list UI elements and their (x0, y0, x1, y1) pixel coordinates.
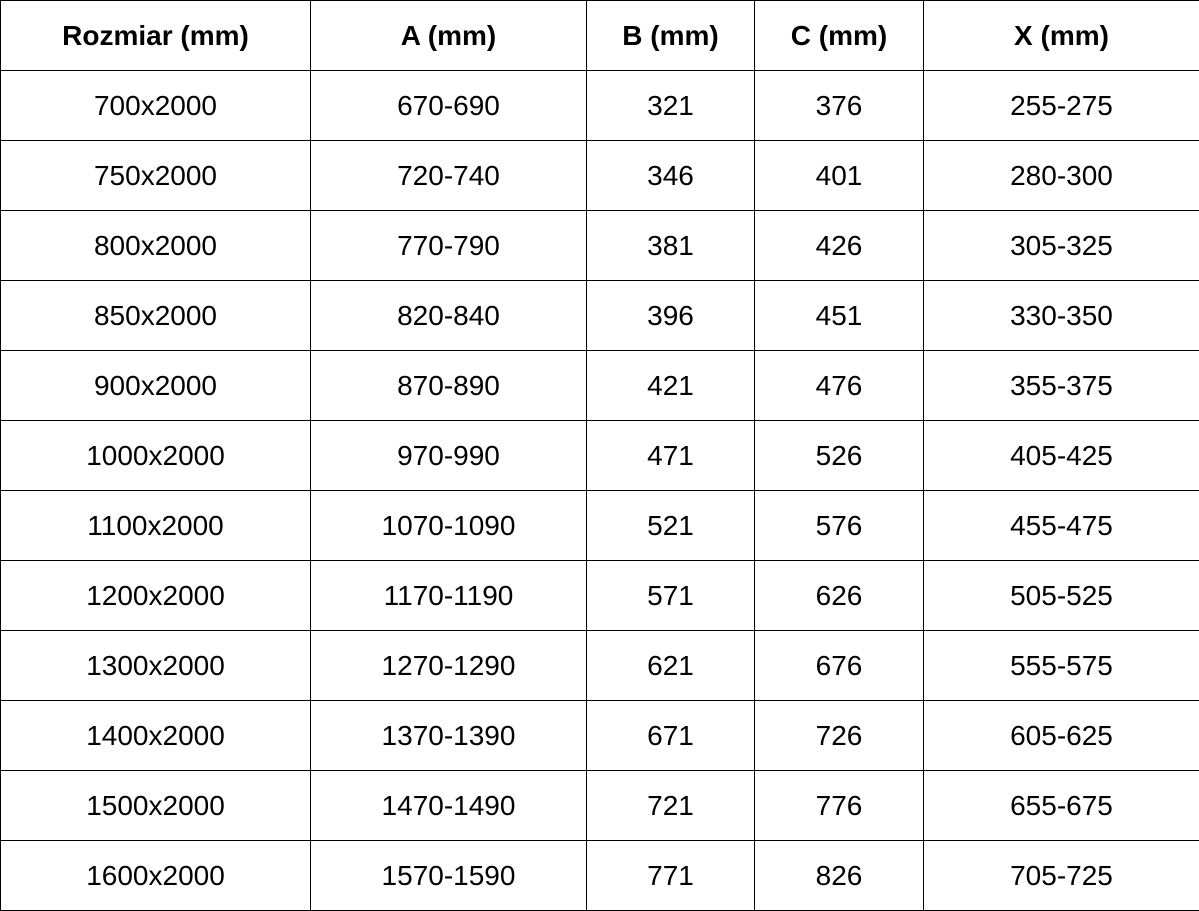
table-cell: 1370-1390 (310, 700, 587, 771)
table-cell: 1000x2000 (0, 420, 311, 491)
table-row: 800x2000 770-790 381 426 305-325 (0, 210, 1199, 281)
table-cell: 401 (754, 140, 924, 211)
table-cell: 621 (586, 630, 755, 701)
table-cell: 1170-1190 (310, 560, 587, 631)
table-cell: 1300x2000 (0, 630, 311, 701)
table-cell: 721 (586, 770, 755, 841)
table-cell: 455-475 (923, 490, 1199, 561)
table-cell: 526 (754, 420, 924, 491)
table-cell: 280-300 (923, 140, 1199, 211)
table-cell: 305-325 (923, 210, 1199, 281)
table-cell: 771 (586, 840, 755, 911)
table-cell: 1400x2000 (0, 700, 311, 771)
table-cell: 505-525 (923, 560, 1199, 631)
header-row: Rozmiar (mm) A (mm) B (mm) C (mm) X (mm) (0, 0, 1199, 71)
table-cell: 726 (754, 700, 924, 771)
table-cell: 426 (754, 210, 924, 281)
table-cell: 1270-1290 (310, 630, 587, 701)
table-cell: 671 (586, 700, 755, 771)
table-cell: 576 (754, 490, 924, 561)
column-header: C (mm) (754, 0, 924, 71)
table-row: 700x2000 670-690 321 376 255-275 (0, 70, 1199, 141)
column-header: X (mm) (923, 0, 1199, 71)
table-cell: 626 (754, 560, 924, 631)
table-cell: 870-890 (310, 350, 587, 421)
table-cell: 850x2000 (0, 280, 311, 351)
table-cell: 355-375 (923, 350, 1199, 421)
table-cell: 1470-1490 (310, 770, 587, 841)
table-row: 750x2000 720-740 346 401 280-300 (0, 140, 1199, 211)
table-cell: 655-675 (923, 770, 1199, 841)
table-row: 1200x2000 1170-1190 571 626 505-525 (0, 560, 1199, 631)
table-cell: 346 (586, 140, 755, 211)
table-row: 1600x2000 1570-1590 771 826 705-725 (0, 840, 1199, 911)
table-cell: 770-790 (310, 210, 587, 281)
table-cell: 451 (754, 280, 924, 351)
table-cell: 900x2000 (0, 350, 311, 421)
table-row: 1000x2000 970-990 471 526 405-425 (0, 420, 1199, 491)
table-row: 850x2000 820-840 396 451 330-350 (0, 280, 1199, 351)
table-cell: 750x2000 (0, 140, 311, 211)
table-cell: 396 (586, 280, 755, 351)
table-cell: 1070-1090 (310, 490, 587, 561)
table-cell: 321 (586, 70, 755, 141)
table-cell: 476 (754, 350, 924, 421)
table-row: 1400x2000 1370-1390 671 726 605-625 (0, 700, 1199, 771)
table-row: 1300x2000 1270-1290 621 676 555-575 (0, 630, 1199, 701)
table-cell: 1500x2000 (0, 770, 311, 841)
table-cell: 720-740 (310, 140, 587, 211)
table-cell: 676 (754, 630, 924, 701)
table-cell: 1570-1590 (310, 840, 587, 911)
table-cell: 330-350 (923, 280, 1199, 351)
column-header: A (mm) (310, 0, 587, 71)
table-cell: 700x2000 (0, 70, 311, 141)
table-cell: 705-725 (923, 840, 1199, 911)
table-cell: 970-990 (310, 420, 587, 491)
table-cell: 1200x2000 (0, 560, 311, 631)
table-cell: 605-625 (923, 700, 1199, 771)
table-cell: 555-575 (923, 630, 1199, 701)
table-cell: 1600x2000 (0, 840, 311, 911)
table-cell: 820-840 (310, 280, 587, 351)
column-header: B (mm) (586, 0, 755, 71)
table-row: 1100x2000 1070-1090 521 576 455-475 (0, 490, 1199, 561)
table-cell: 471 (586, 420, 755, 491)
table-cell: 255-275 (923, 70, 1199, 141)
table-cell: 405-425 (923, 420, 1199, 491)
table-cell: 521 (586, 490, 755, 561)
table-cell: 826 (754, 840, 924, 911)
column-header: Rozmiar (mm) (0, 0, 311, 71)
table-row: 1500x2000 1470-1490 721 776 655-675 (0, 770, 1199, 841)
table-cell: 670-690 (310, 70, 587, 141)
table-cell: 800x2000 (0, 210, 311, 281)
table-row: 900x2000 870-890 421 476 355-375 (0, 350, 1199, 421)
table-cell: 571 (586, 560, 755, 631)
table-cell: 376 (754, 70, 924, 141)
table-cell: 381 (586, 210, 755, 281)
table-cell: 421 (586, 350, 755, 421)
table-cell: 776 (754, 770, 924, 841)
table-cell: 1100x2000 (0, 490, 311, 561)
